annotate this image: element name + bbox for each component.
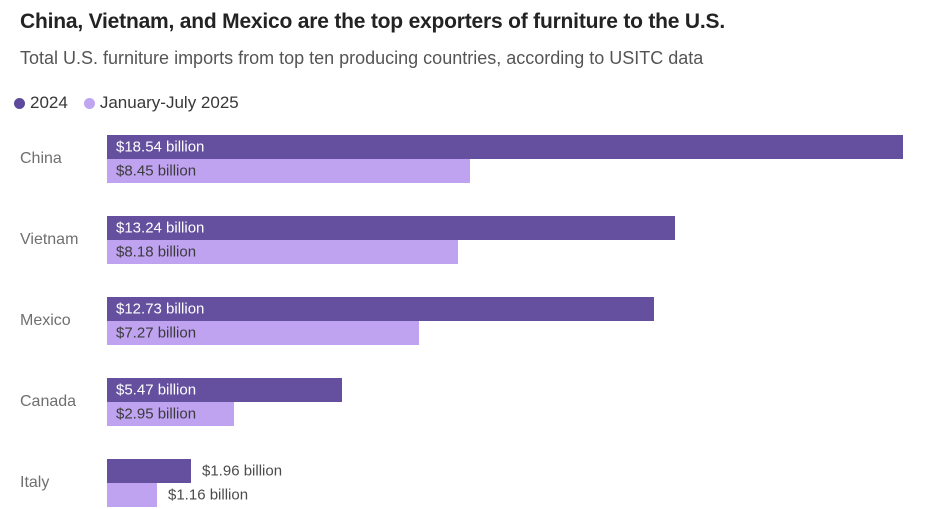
bar-2025: $8.18 billion: [107, 240, 458, 264]
legend-label-2024: 2024: [30, 93, 68, 112]
legend: 2024 January-July 2025: [14, 93, 239, 113]
bar-value-label: $8.18 billion: [116, 243, 197, 261]
bar-row: Vietnam $13.24 billion $8.18 billion: [0, 216, 934, 264]
bar-2025: $8.45 billion: [107, 159, 470, 183]
bar-value-label: $1.96 billion: [202, 462, 283, 480]
country-label: Italy: [20, 474, 50, 491]
bar-row: Mexico $12.73 billion $7.27 billion: [0, 297, 934, 345]
bar-2024: $18.54 billion: [107, 135, 903, 159]
country-label: Mexico: [20, 312, 71, 329]
bar-value-label: $1.16 billion: [168, 486, 249, 504]
legend-dot-2025-icon: [83, 97, 95, 109]
bar-2024: $5.47 billion: [107, 378, 342, 402]
country-label: Vietnam: [20, 231, 79, 248]
bar-2025: $7.27 billion: [107, 321, 419, 345]
bar-chart: China $18.54 billion $8.45 billion Vietnam $…: [0, 135, 934, 509]
chart-title: China, Vietnam, and Mexico are the top e…: [20, 10, 725, 33]
bar-value-label: $12.73 billion: [116, 300, 205, 318]
country-label: China: [20, 150, 62, 167]
legend-item-2024: 2024: [14, 93, 68, 113]
bar-2025: $1.16 billion: [107, 483, 248, 507]
legend-dot-2024-icon: [14, 97, 25, 109]
legend-item-jan-july-2025: January-July 2025: [83, 93, 239, 113]
bar-2024: $12.73 billion: [107, 297, 654, 321]
bar-2024: $13.24 billion: [107, 216, 675, 240]
bar-value-label: $18.54 billion: [116, 138, 205, 156]
bar-value-label: $5.47 billion: [116, 381, 197, 399]
bar-row: China $18.54 billion $8.45 billion: [0, 135, 934, 183]
bar-2025: $2.95 billion: [107, 402, 234, 426]
bar-2024: $1.96 billion: [107, 459, 282, 483]
bar-value-label: $8.45 billion: [116, 162, 197, 180]
legend-label-2025: January-July 2025: [99, 93, 239, 112]
bar-value-label: $13.24 billion: [116, 219, 205, 237]
country-label: Canada: [20, 393, 77, 410]
bar-value-label: $2.95 billion: [116, 405, 197, 423]
bar-value-label: $7.27 billion: [116, 324, 197, 342]
bar-row: Italy $1.96 billion $1.16 billion: [0, 459, 934, 507]
bar-row: Canada $5.47 billion $2.95 billion: [0, 378, 934, 426]
chart-subtitle: Total U.S. furniture imports from top te…: [20, 48, 704, 68]
